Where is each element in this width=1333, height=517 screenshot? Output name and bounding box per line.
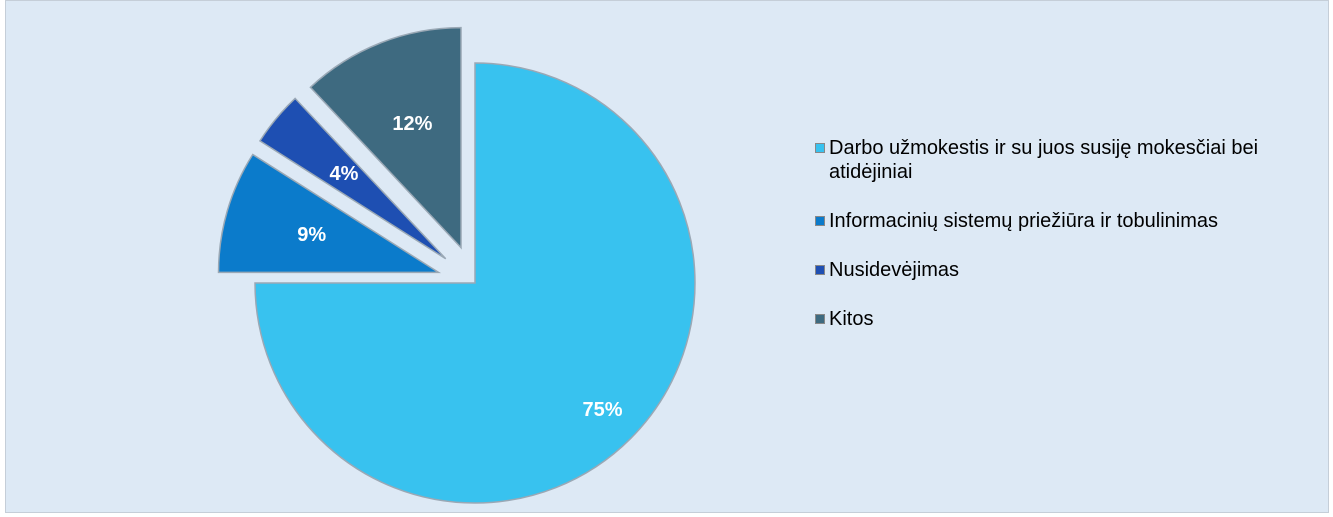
legend-item: Darbo užmokestis ir su juos susiję mokes… <box>815 136 1315 184</box>
legend-item: Informacinių sistemų priežiūra ir tobuli… <box>815 209 1315 233</box>
pie-slice <box>258 97 447 260</box>
data-label: 9% <box>297 224 326 246</box>
legend-swatch <box>815 314 825 324</box>
legend-swatch <box>815 216 825 226</box>
legend-swatch <box>815 265 825 275</box>
legend-swatch <box>815 143 825 153</box>
data-label: 4% <box>330 163 359 185</box>
pie-slice <box>309 26 462 250</box>
legend-label: Darbo užmokestis ir su juos susiję mokes… <box>829 137 1259 183</box>
legend: Darbo užmokestis ir su juos susiję mokes… <box>815 136 1315 356</box>
legend-label: Informacinių sistemų priežiūra ir tobuli… <box>829 210 1219 232</box>
pie-slice <box>254 62 696 504</box>
data-label: 75% <box>583 399 623 421</box>
legend-item: Kitos <box>815 307 1315 331</box>
legend-label: Kitos <box>829 308 874 330</box>
legend-item: Nusidevėjimas <box>815 258 1315 282</box>
legend-label: Nusidevėjimas <box>829 259 960 281</box>
pie-slice <box>217 153 442 274</box>
data-label: 12% <box>392 113 432 135</box>
